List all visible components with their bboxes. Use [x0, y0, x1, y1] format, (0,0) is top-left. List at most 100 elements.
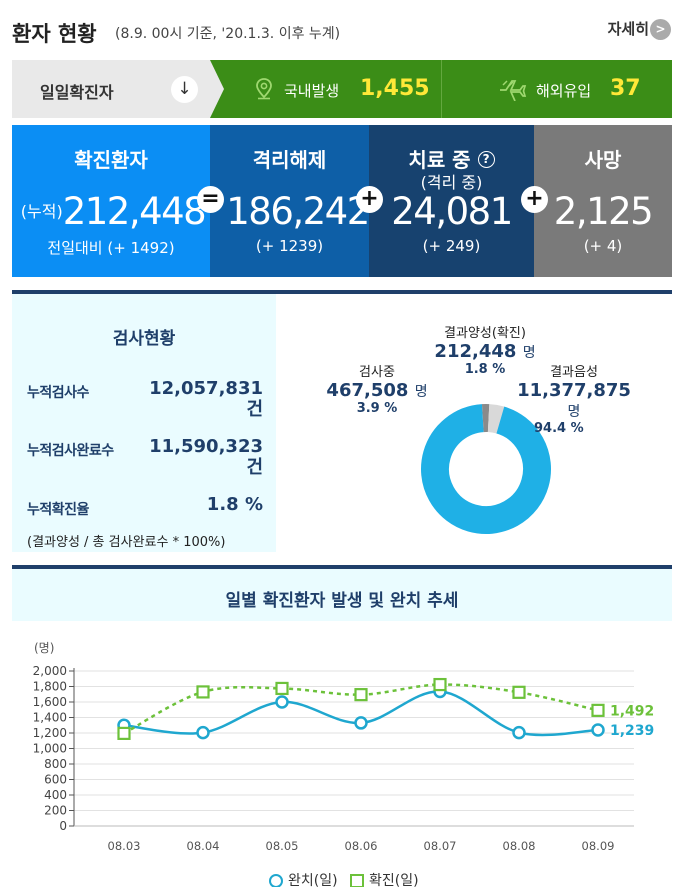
positive-label: 결과양성(확진) 212,448 명 1.8 % — [410, 322, 560, 377]
negative-label: 결과음성 11,377,875 명 94.4 % — [512, 361, 636, 436]
treating-title: 치료 중 — [408, 148, 471, 172]
negative-pct: 94.4 % — [534, 421, 584, 436]
overseas-value: 37 — [610, 76, 641, 101]
y-tick-label: 1,800 — [33, 680, 67, 694]
released-title: 격리해제 — [252, 148, 327, 172]
help-icon[interactable]: ? — [477, 151, 495, 168]
details-link-label: 자세히 — [607, 20, 649, 38]
legend-recovered-label: 완치(일) — [288, 873, 338, 887]
confirmed-point — [275, 681, 289, 696]
positive-pct: 1.8 % — [464, 362, 506, 377]
domestic-value: 1,455 — [360, 76, 430, 101]
confirmed-value-row: (누적)212,448 — [16, 190, 210, 233]
treating-delta: (+ 249) — [422, 237, 481, 255]
recovered-point — [196, 725, 210, 740]
y-axis-label: (명) — [34, 641, 54, 655]
deaths-delta: (+ 4) — [583, 237, 623, 255]
treating-summary: 치료 중 ? (격리 중) 24,081 (+ 249) — [369, 125, 534, 277]
y-tick-label: 600 — [44, 773, 67, 787]
details-link[interactable]: 자세히 — [608, 18, 649, 39]
confirmed-value: 212,448 — [62, 190, 207, 233]
y-tick-label: 0 — [59, 819, 67, 833]
trend-header: 일별 확진환자 발생 및 완치 추세 — [12, 569, 672, 621]
positive-name: 결과양성(확진) — [444, 326, 526, 341]
y-tick-label: 1,400 — [33, 711, 67, 725]
x-tick-label: 08.06 — [345, 839, 378, 853]
positive-rate-note: (결과양성 / 총 검사완료수 * 100%) — [27, 535, 226, 550]
y-tick-label: 1,200 — [33, 726, 67, 740]
positive-value: 212,448 — [434, 341, 517, 362]
x-tick-label: 08.08 — [503, 839, 536, 853]
confirmed-title: 확진환자 — [74, 148, 148, 172]
completed-tests-value: 11,590,323 건 — [149, 436, 263, 478]
confirmed-delta: 전일대비 (+ 1492) — [47, 239, 175, 257]
y-tick-label: 400 — [44, 788, 67, 802]
plus-icon: + — [521, 186, 548, 213]
test-result-donut — [421, 404, 551, 534]
confirmed-point — [512, 685, 526, 699]
total-tests-label: 누적검사수 — [27, 385, 89, 401]
overseas-cases: 해외유입 37 — [441, 60, 672, 118]
equals-icon: = — [197, 186, 224, 213]
deaths-value: 2,125 — [553, 190, 654, 233]
daily-trend-panel: 일별 확진환자 발생 및 완치 추세 (명) 0 200 400 600 800 1,000… — [12, 565, 672, 887]
testing-name: 검사중 — [359, 365, 395, 380]
recovered-point — [512, 725, 526, 740]
y-tick-label: 1,600 — [33, 695, 67, 709]
legend-confirmed-label: 확진(일) — [369, 873, 419, 887]
series-end-label-0: 1,239 — [610, 723, 654, 739]
plus-icon: + — [356, 186, 383, 213]
treating-sub: (격리 중) — [420, 173, 483, 192]
daily-confirmed-bar: 일일확진자 ↓ 국내발생 1,455 해외유입 37 — [12, 60, 672, 118]
confirmed-point — [591, 703, 605, 717]
map-pin-icon — [256, 78, 272, 100]
positive-rate-value: 1.8 % — [206, 494, 263, 515]
donut-slice-testing — [421, 404, 551, 534]
positive-rate-label: 누적확진율 — [27, 502, 89, 518]
page-header: 환자 현황 (8.9. 00시 기준, '20.1.3. 이후 누계) 자세히 … — [12, 14, 671, 48]
daily-label: 일일확진자 — [40, 83, 114, 102]
testing-value-row: 467,508 명 — [318, 380, 436, 401]
positive-unit: 명 — [522, 345, 536, 361]
testing-label: 검사중 467,508 명 3.9 % — [318, 361, 436, 416]
testing-value: 467,508 — [326, 380, 409, 401]
test-status-panel: 검사현황 누적검사수 12,057,831 건 누적검사완료수 11,590,3… — [12, 290, 672, 552]
x-tick-label: 08.05 — [266, 839, 299, 853]
x-tick-label: 08.07 — [424, 839, 457, 853]
completed-tests-number: 11,590,323 — [149, 436, 263, 457]
total-tests-number: 12,057,831 — [149, 378, 263, 399]
recovered-point — [354, 716, 368, 730]
treating-value: 24,081 — [391, 190, 513, 233]
completed-tests-unit: 건 — [246, 457, 263, 478]
deaths-summary: 사망 2,125 (+ 4) — [534, 125, 672, 277]
legend-recovered-marker — [269, 874, 283, 887]
confirmed-summary: 확진환자 (누적)212,448 전일대비 (+ 1492) — [12, 125, 210, 277]
testing-unit: 명 — [414, 384, 428, 400]
confirmed-point — [196, 685, 210, 699]
domestic-cases: 국내발생 1,455 — [210, 60, 441, 118]
arrow-down-icon: ↓ — [171, 76, 198, 103]
released-summary: 격리해제 186,242 (+ 1239) — [210, 125, 370, 277]
deaths-title: 사망 — [584, 148, 622, 172]
recovered-point — [591, 723, 605, 737]
daily-label-box: 일일확진자 ↓ — [12, 60, 210, 118]
test-stats: 검사현황 누적검사수 12,057,831 건 누적검사완료수 11,590,3… — [12, 294, 276, 552]
positive-value-row: 212,448 명 — [410, 341, 560, 362]
negative-unit: 명 — [567, 404, 581, 420]
page-subtitle: (8.9. 00시 기준, '20.1.3. 이후 누계) — [115, 26, 341, 42]
daily-notch — [210, 60, 224, 118]
chart-title: 일별 확진환자 발생 및 완치 추세 — [225, 591, 459, 611]
total-tests-unit: 건 — [246, 399, 263, 420]
confirmed-point — [117, 726, 131, 740]
domestic-label: 국내발생 — [284, 82, 340, 100]
y-tick-label: 200 — [44, 804, 67, 818]
y-tick-label: 2,000 — [33, 664, 67, 678]
released-value: 186,242 — [226, 190, 370, 233]
x-tick-label: 08.03 — [108, 839, 141, 853]
confirmed-point — [354, 688, 368, 702]
treating-title-row: 치료 중 ? — [369, 144, 534, 173]
chevron-right-icon[interactable]: > — [650, 19, 671, 40]
test-status-title: 검사현황 — [112, 329, 176, 349]
